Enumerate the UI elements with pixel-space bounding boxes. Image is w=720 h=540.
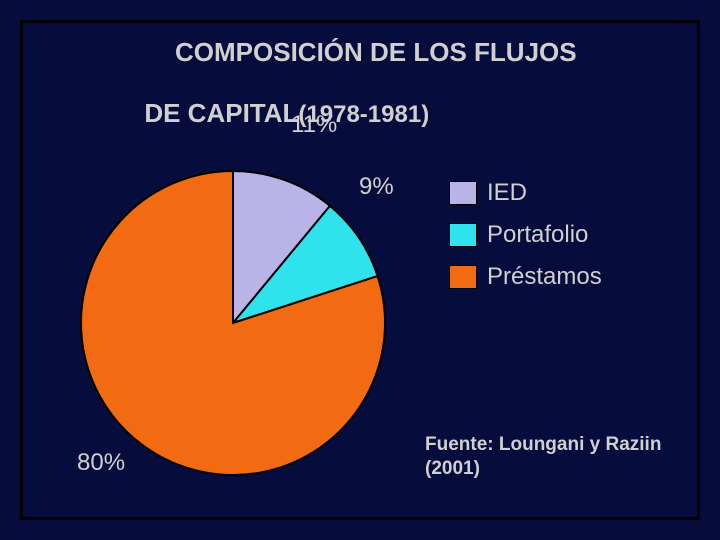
title-line-2: DE CAPITAL(1978-1981) — [101, 67, 429, 160]
source-citation: Fuente: Loungani y Raziin (2001) — [425, 433, 661, 481]
legend-label: Préstamos — [487, 263, 602, 291]
slice-label-ied: 11% — [291, 111, 337, 139]
legend-swatch — [449, 181, 477, 205]
legend-swatch — [449, 223, 477, 247]
legend-label: Portafolio — [487, 221, 588, 249]
legend-item: IED — [449, 179, 602, 207]
source-line-2: (2001) — [425, 457, 661, 481]
slice-label-portafolio: 9% — [359, 173, 394, 201]
legend-label: IED — [487, 179, 527, 207]
title-line-2a: DE CAPITAL — [144, 98, 298, 128]
slice-label-prestamos: 80% — [77, 449, 125, 477]
source-line-1: Fuente: Loungani y Raziin — [425, 433, 661, 457]
legend-item: Portafolio — [449, 221, 602, 249]
legend: IED Portafolio Préstamos — [449, 179, 602, 305]
legend-item: Préstamos — [449, 263, 602, 291]
title-line-1: COMPOSICIÓN DE LOS FLUJOS — [175, 37, 577, 68]
pie-chart — [76, 166, 390, 480]
slide-outer: COMPOSICIÓN DE LOS FLUJOS DE CAPITAL(197… — [0, 0, 720, 540]
legend-swatch — [449, 265, 477, 289]
chart-panel: COMPOSICIÓN DE LOS FLUJOS DE CAPITAL(197… — [20, 20, 700, 520]
